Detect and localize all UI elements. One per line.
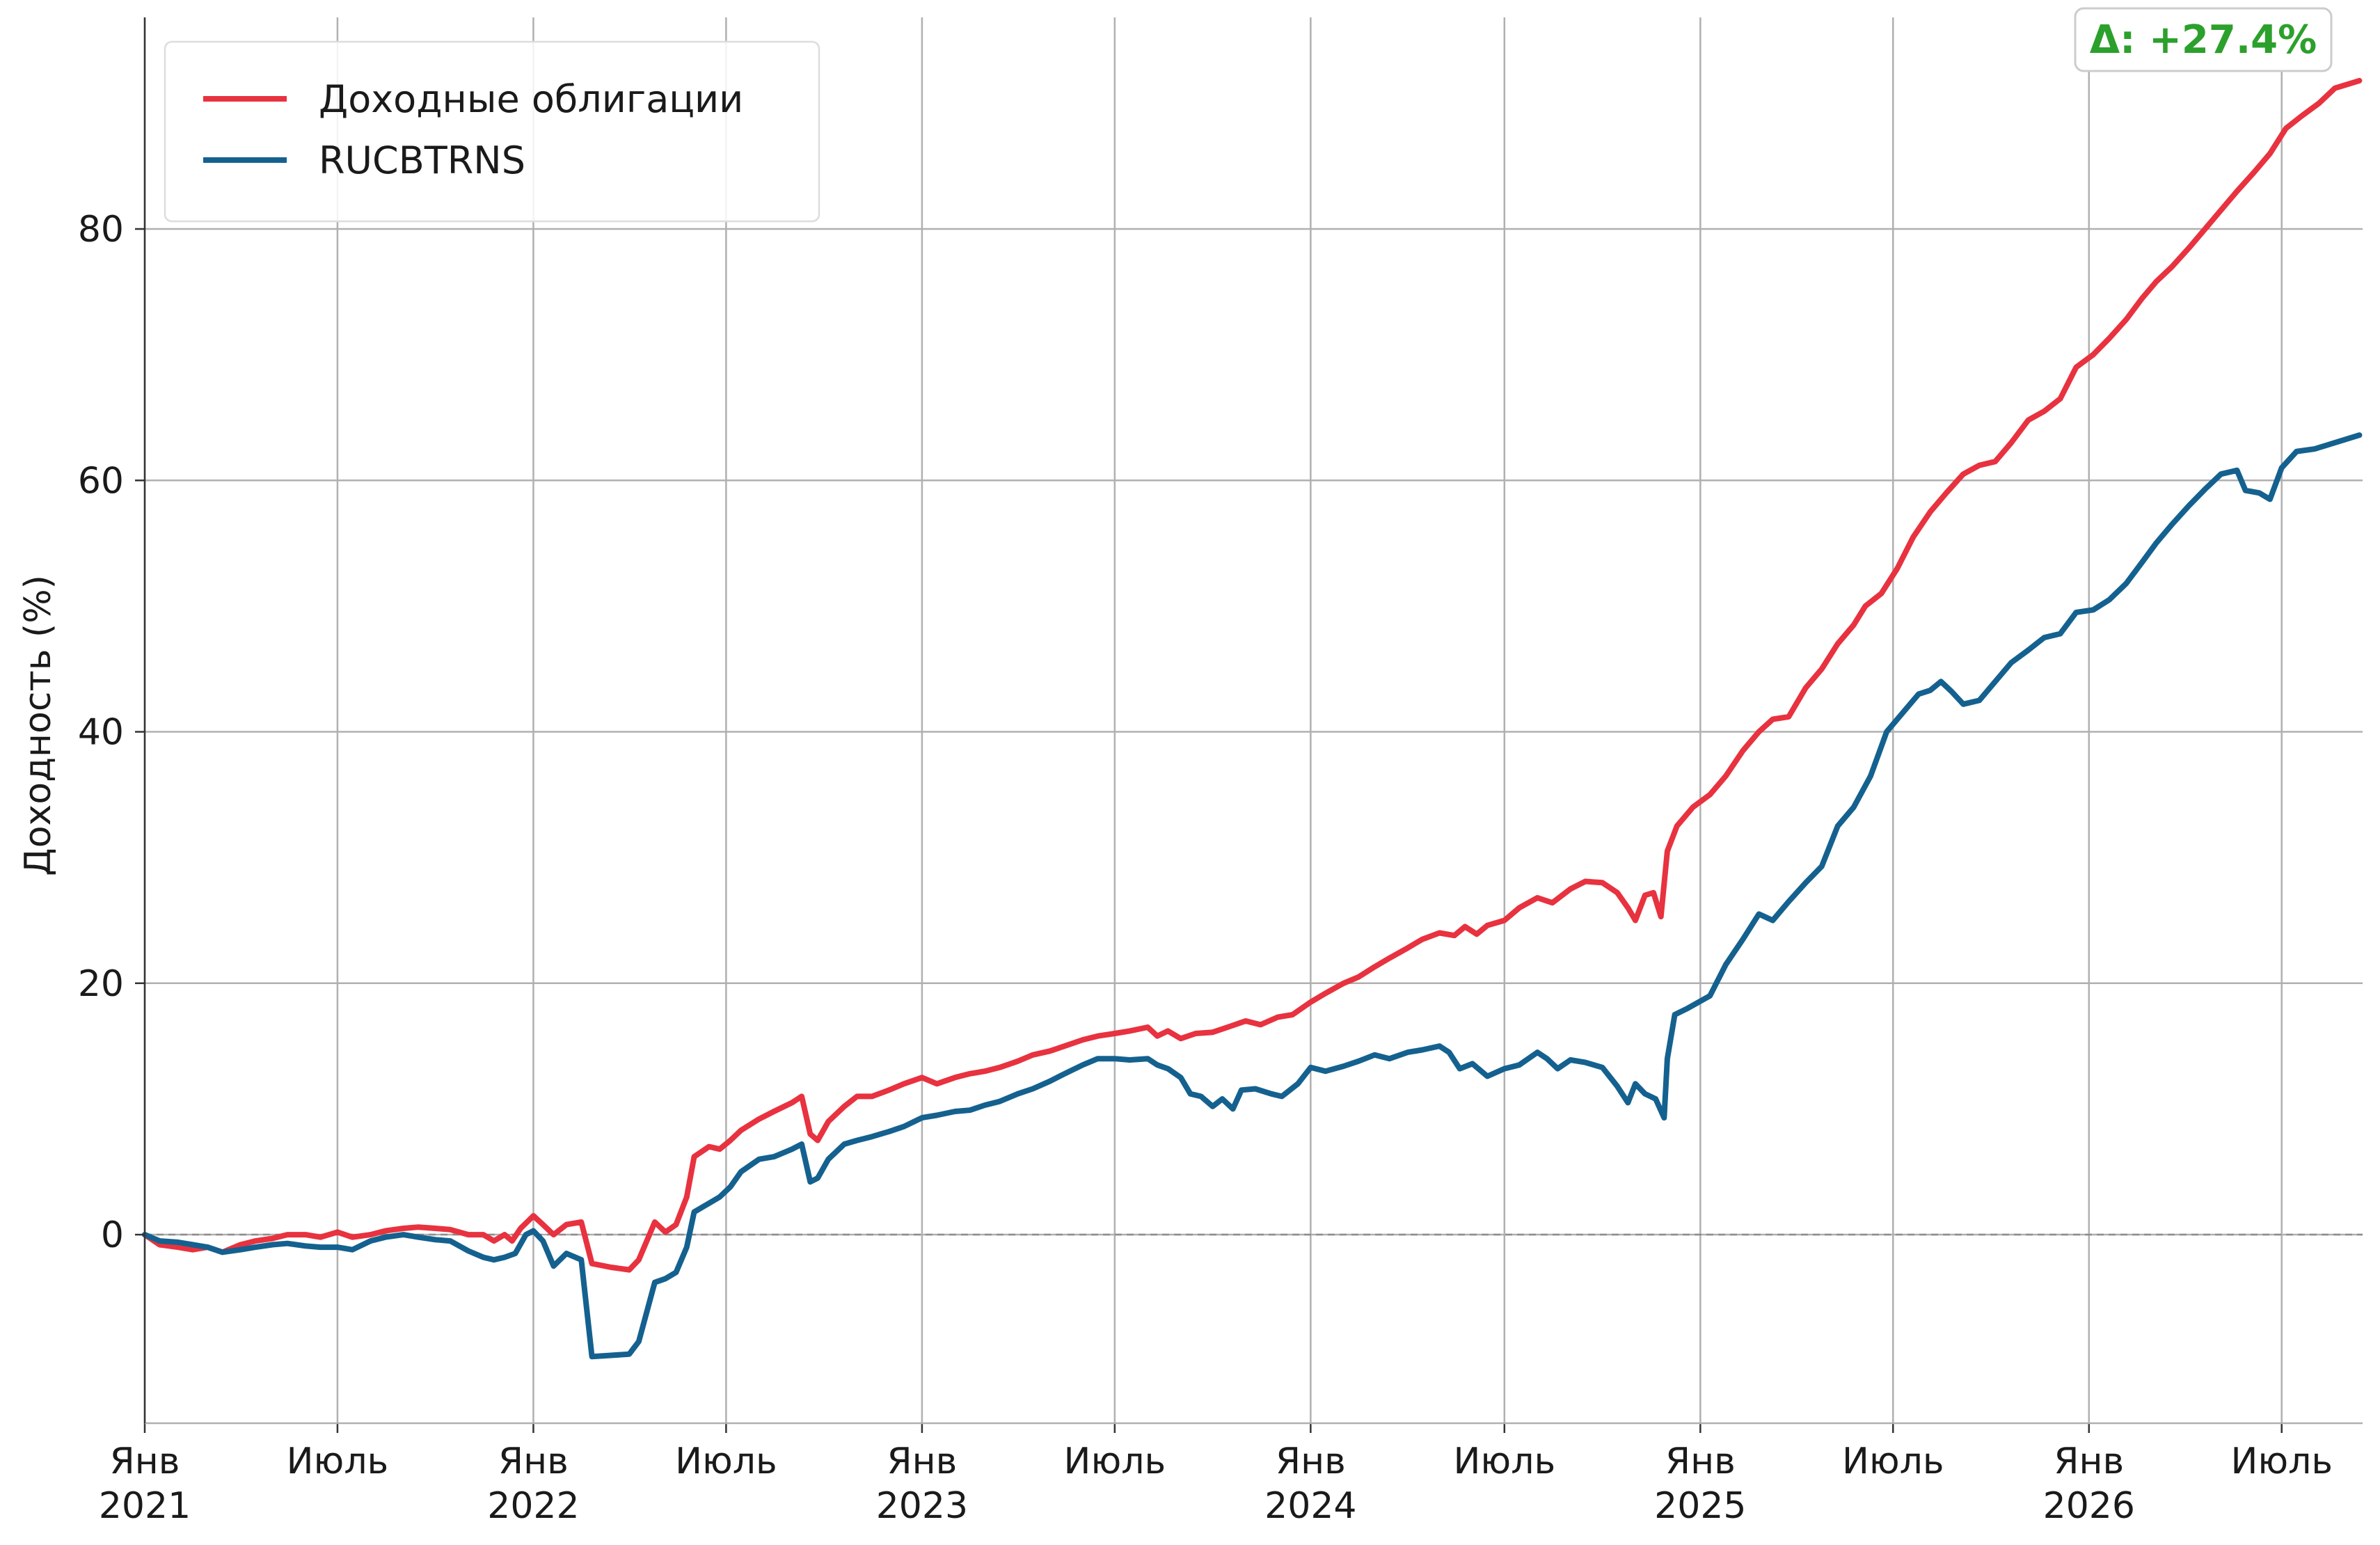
x-tick-label-2: Янв (498, 1441, 569, 1482)
x-tick-label-0: Янв (110, 1441, 180, 1482)
x-tick-year-0: 2021 (99, 1485, 191, 1527)
x-tick-label-10: Янв (2054, 1441, 2124, 1482)
x-tick-year-6: 2024 (1264, 1485, 1356, 1527)
x-tick-label-11: Июль (2230, 1441, 2333, 1482)
y-tick-label-40: 40 (78, 712, 124, 754)
x-tick-label-8: Янв (1665, 1441, 1736, 1482)
series-line-0 (142, 77, 2363, 1273)
delta-badge: Δ: +27.4% (2074, 7, 2333, 72)
series-lines (142, 77, 2363, 1360)
y-tick-label-60: 60 (78, 460, 124, 502)
y-tick-label-80: 80 (78, 209, 124, 251)
x-tick-label-9: Июль (1842, 1441, 1944, 1482)
y-tick-label-0: 0 (101, 1214, 124, 1256)
x-tick-label-1: Июль (287, 1441, 389, 1482)
x-tick-label-4: Янв (887, 1441, 958, 1482)
y-axis-ticks: 0 20 40 60 80 (78, 209, 145, 1256)
x-tick-label-6: Янв (1276, 1441, 1346, 1482)
y-axis-title: Доходность (%) (17, 575, 59, 876)
series-line-1 (142, 432, 2363, 1360)
x-tick-label-5: Июль (1064, 1441, 1166, 1482)
delta-badge-text: Δ: +27.4% (2090, 17, 2317, 63)
delta-badge-box (2074, 7, 2333, 72)
legend-label-income-bonds: Доходные облигации (319, 77, 743, 121)
x-tick-label-3: Июль (675, 1441, 777, 1482)
legend-box (164, 40, 820, 223)
x-tick-label-7: Июль (1454, 1441, 1556, 1482)
legend-label-rucbtrns: RUCBTRNS (319, 138, 525, 182)
grid (143, 17, 2363, 1423)
x-tick-year-10: 2026 (2043, 1485, 2135, 1527)
x-tick-year-8: 2025 (1654, 1485, 1746, 1527)
x-tick-year-4: 2023 (876, 1485, 968, 1527)
legend: Доходные облигации RUCBTRNS (164, 40, 820, 223)
y-tick-label-20: 20 (78, 963, 124, 1005)
x-tick-year-2: 2022 (487, 1485, 579, 1527)
